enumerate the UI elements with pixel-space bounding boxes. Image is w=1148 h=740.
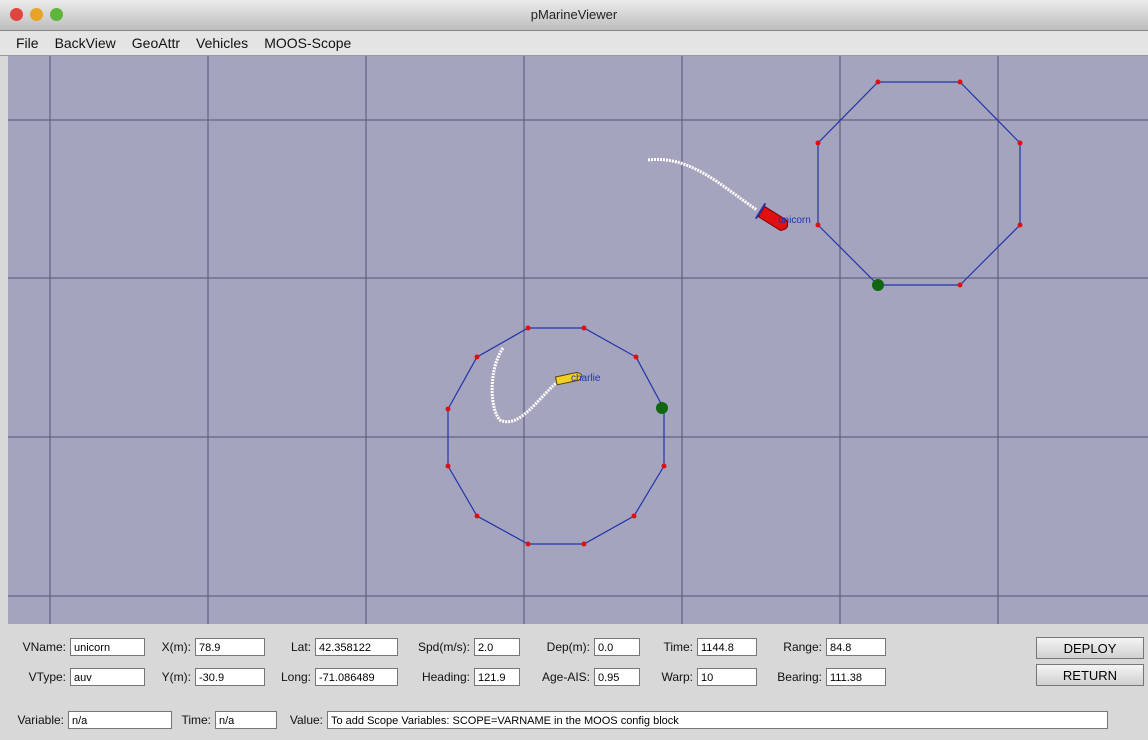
button[interactable]: RETURN	[1036, 664, 1144, 686]
text-field[interactable]: unicorn	[70, 638, 145, 656]
text-field[interactable]: auv	[70, 668, 145, 686]
vehicle-charlie[interactable]	[554, 371, 583, 386]
text-field[interactable]: -71.086489	[315, 668, 398, 686]
text-field[interactable]: 10	[697, 668, 757, 686]
text-field[interactable]: 78.9	[195, 638, 265, 656]
active-waypoint	[872, 279, 884, 291]
waypoint-vertices	[445, 79, 1023, 547]
title-bar: pMarineViewer	[0, 0, 1148, 31]
active-waypoint	[656, 402, 668, 414]
field-label: Dep(m):	[546, 640, 590, 654]
vehicle-trail	[490, 347, 561, 424]
map-background	[8, 56, 1148, 624]
field-label: Bearing:	[777, 670, 822, 684]
grid	[8, 56, 1148, 624]
field-label: Y(m):	[161, 670, 191, 684]
window-title: pMarineViewer	[530, 7, 618, 22]
map-view[interactable]: unicorn charlie	[8, 56, 1148, 624]
menu-bar: File BackView GeoAttr Vehicles MOOS-Scope	[0, 31, 1148, 56]
minimize-button[interactable]	[30, 8, 43, 21]
field-label: VType:	[28, 670, 66, 684]
field-label: Variable:	[17, 713, 64, 727]
text-field[interactable]: n/a	[215, 711, 277, 729]
field-label: Spd(m/s):	[417, 640, 470, 654]
text-field[interactable]: 0.95	[594, 668, 640, 686]
button[interactable]: DEPLOY	[1036, 637, 1144, 659]
text-field[interactable]: 1144.8	[697, 638, 757, 656]
field-label: VName:	[22, 640, 66, 654]
menu-item[interactable]: File	[16, 35, 39, 51]
menu-item[interactable]: BackView	[54, 35, 116, 51]
text-field[interactable]: To add Scope Variables: SCOPE=VARNAME in…	[327, 711, 1108, 729]
text-field[interactable]: n/a	[68, 711, 172, 729]
text-field[interactable]: 121.9	[474, 668, 520, 686]
text-field[interactable]: 111.38	[826, 668, 886, 686]
menu-item[interactable]: Vehicles	[196, 35, 249, 51]
text-field[interactable]: 84.8	[826, 638, 886, 656]
field-label: Value:	[289, 713, 323, 727]
text-field[interactable]: 2.0	[474, 638, 520, 656]
field-label: Time:	[663, 640, 693, 654]
text-field[interactable]: 42.358122	[315, 638, 398, 656]
close-button[interactable]	[10, 8, 23, 21]
field-label: Lat:	[290, 640, 311, 654]
field-label: Age-AIS:	[541, 670, 590, 684]
text-field[interactable]: 0.0	[594, 638, 640, 656]
vehicle-label: charlie	[571, 373, 601, 384]
field-label: Long:	[280, 670, 311, 684]
vehicle-trail	[647, 157, 758, 212]
field-label: Range:	[783, 640, 822, 654]
menu-item[interactable]: MOOS-Scope	[264, 35, 352, 51]
menu-item[interactable]: GeoAttr	[131, 35, 181, 51]
text-field[interactable]: -30.9	[195, 668, 265, 686]
field-label: Time:	[181, 713, 211, 727]
vehicle-label: unicorn	[778, 215, 811, 226]
field-label: X(m):	[161, 640, 191, 654]
vehicle-unicorn[interactable]	[754, 202, 792, 235]
field-label: Heading:	[421, 670, 470, 684]
zoom-button[interactable]	[50, 8, 63, 21]
field-label: Warp:	[661, 670, 693, 684]
